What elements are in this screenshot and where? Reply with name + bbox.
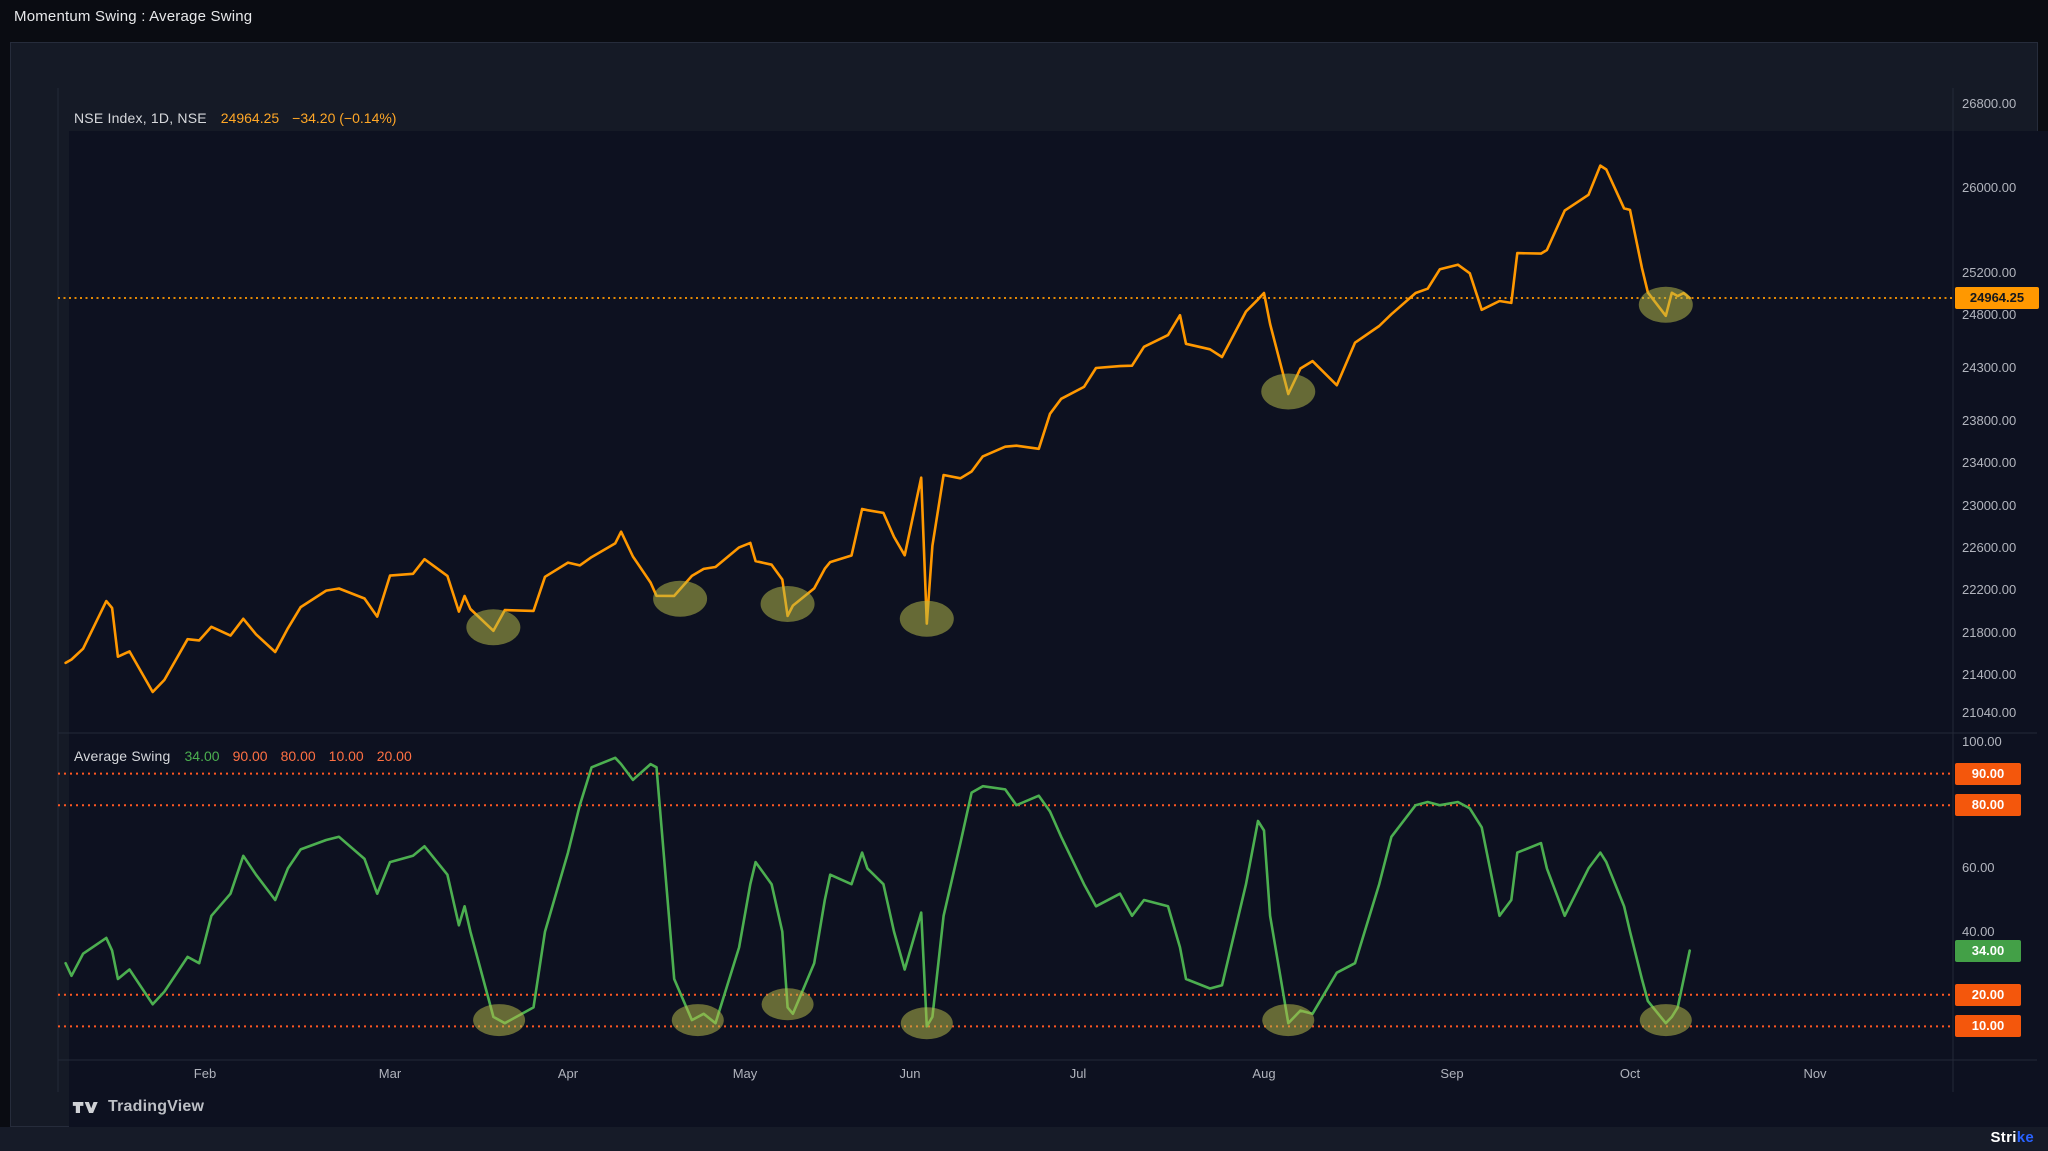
price-swing-low-highlight <box>1261 373 1316 410</box>
price-change-value: −34.20 (−0.14%) <box>292 110 397 126</box>
indicator-current-value: 34.00 <box>184 748 220 764</box>
indicator-swing-low-highlight <box>1639 1004 1692 1037</box>
indicator-title[interactable]: Average Swing <box>74 748 171 764</box>
time-scale[interactable] <box>58 1060 1954 1092</box>
strike-logo[interactable]: Strike <box>1990 1129 2034 1146</box>
indicator-swing-low-highlight <box>1262 1004 1315 1037</box>
price-legend: NSE Index, 1D, NSE 24964.25 −34.20 (−0.14%… <box>74 110 409 126</box>
indicator-swing-low-highlight <box>473 1004 526 1037</box>
indicator-level-value: 80.00 <box>280 748 316 764</box>
page-title: Momentum Swing : Average Swing <box>14 8 253 25</box>
price-swing-low-highlight <box>653 580 708 617</box>
footer-bar: Strike <box>0 1127 2048 1151</box>
chart-plot-background <box>69 131 2048 1135</box>
indicator-level-value: 10.00 <box>328 748 364 764</box>
indicator-legend: Average Swing 34.00 90.00 80.00 10.00 20.00 <box>74 748 425 764</box>
indicator-level-value: 90.00 <box>232 748 268 764</box>
price-swing-low-highlight <box>1638 286 1693 323</box>
price-swing-low-highlight <box>760 586 815 622</box>
price-swing-low-highlight <box>466 609 521 646</box>
last-price-value: 24964.25 <box>220 110 280 126</box>
indicator-swing-low-highlight <box>761 988 814 1021</box>
indicator-swing-low-highlight <box>900 1007 953 1040</box>
strike-logo-accent: ke <box>2016 1129 2034 1146</box>
indicator-level-value: 20.00 <box>376 748 412 764</box>
strike-logo-text: Stri <box>1990 1129 2017 1146</box>
chart-panel <box>10 42 2048 1135</box>
price-swing-low-highlight <box>899 600 954 637</box>
tradingview-logo-icon <box>72 1100 99 1115</box>
price-line-series <box>64 164 1691 694</box>
window-titlebar: Momentum Swing : Average Swing <box>0 0 2048 36</box>
indicator-swing-low-highlight <box>671 1004 724 1037</box>
price-scale[interactable] <box>1954 88 2038 1060</box>
symbol-title[interactable]: NSE Index, 1D, NSE <box>74 110 207 126</box>
indicator-line-series <box>64 756 1691 1028</box>
tradingview-attribution-link[interactable]: TradingView <box>72 1098 204 1116</box>
tradingview-label: TradingView <box>108 1098 205 1115</box>
